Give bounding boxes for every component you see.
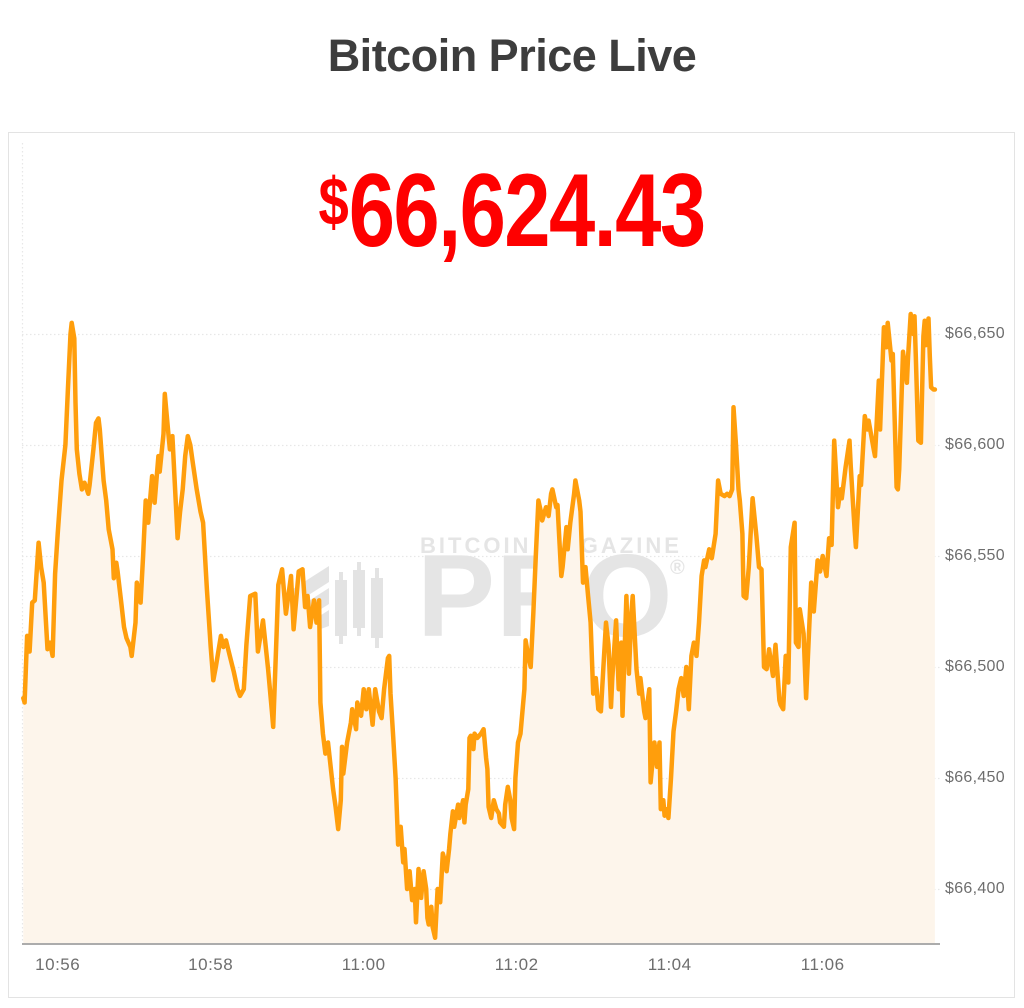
price-card: $66,624.43 BITCOIN MAGAZINE PRO ® xyxy=(8,132,1015,998)
price-amount: 66,624.43 xyxy=(348,153,706,269)
currency-symbol: $ xyxy=(318,164,349,240)
price-area-fill xyxy=(23,314,935,943)
live-price: $66,624.43 xyxy=(110,159,914,263)
price-chart-series[interactable] xyxy=(9,133,1014,997)
page-title: Bitcoin Price Live xyxy=(327,30,697,81)
price-line xyxy=(21,311,938,941)
